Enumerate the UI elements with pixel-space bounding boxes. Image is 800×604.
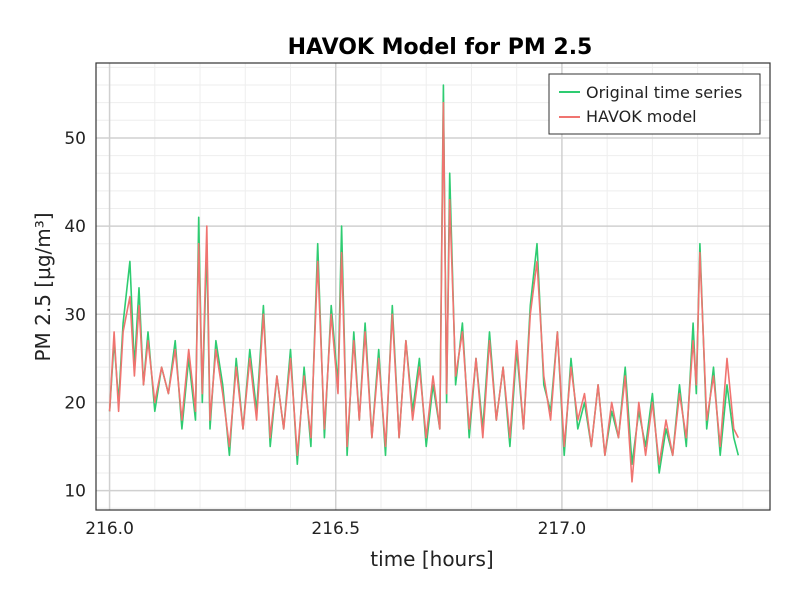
y-tick-label: 50 (64, 129, 86, 149)
series-lines (108, 84, 740, 483)
y-tick-label: 20 (64, 393, 86, 413)
plot-frame (95, 62, 771, 511)
tick-labels: 216.0 216.5 217.0 10 20 30 40 50 (64, 129, 586, 539)
chart-title: HAVOK Model for PM 2.5 (288, 35, 593, 60)
y-tick-label: 10 (64, 482, 86, 502)
legend-label-original: Original time series (586, 83, 742, 102)
legend-label-havok: HAVOK model (586, 107, 697, 126)
y-tick-label: 30 (64, 305, 86, 325)
series-line-havok (108, 101, 740, 483)
x-tick-label: 217.0 (538, 519, 587, 539)
x-tick-label: 216.5 (311, 519, 360, 539)
grid (96, 63, 770, 510)
y-tick-label: 40 (64, 217, 86, 237)
x-tick-label: 216.0 (85, 519, 134, 539)
legend-box (548, 73, 761, 135)
y-axis-label: PM 2.5 [µg/m³] (31, 212, 55, 361)
legend: Original time series HAVOK model (548, 73, 761, 135)
x-axis-label: time [hours] (370, 547, 493, 571)
